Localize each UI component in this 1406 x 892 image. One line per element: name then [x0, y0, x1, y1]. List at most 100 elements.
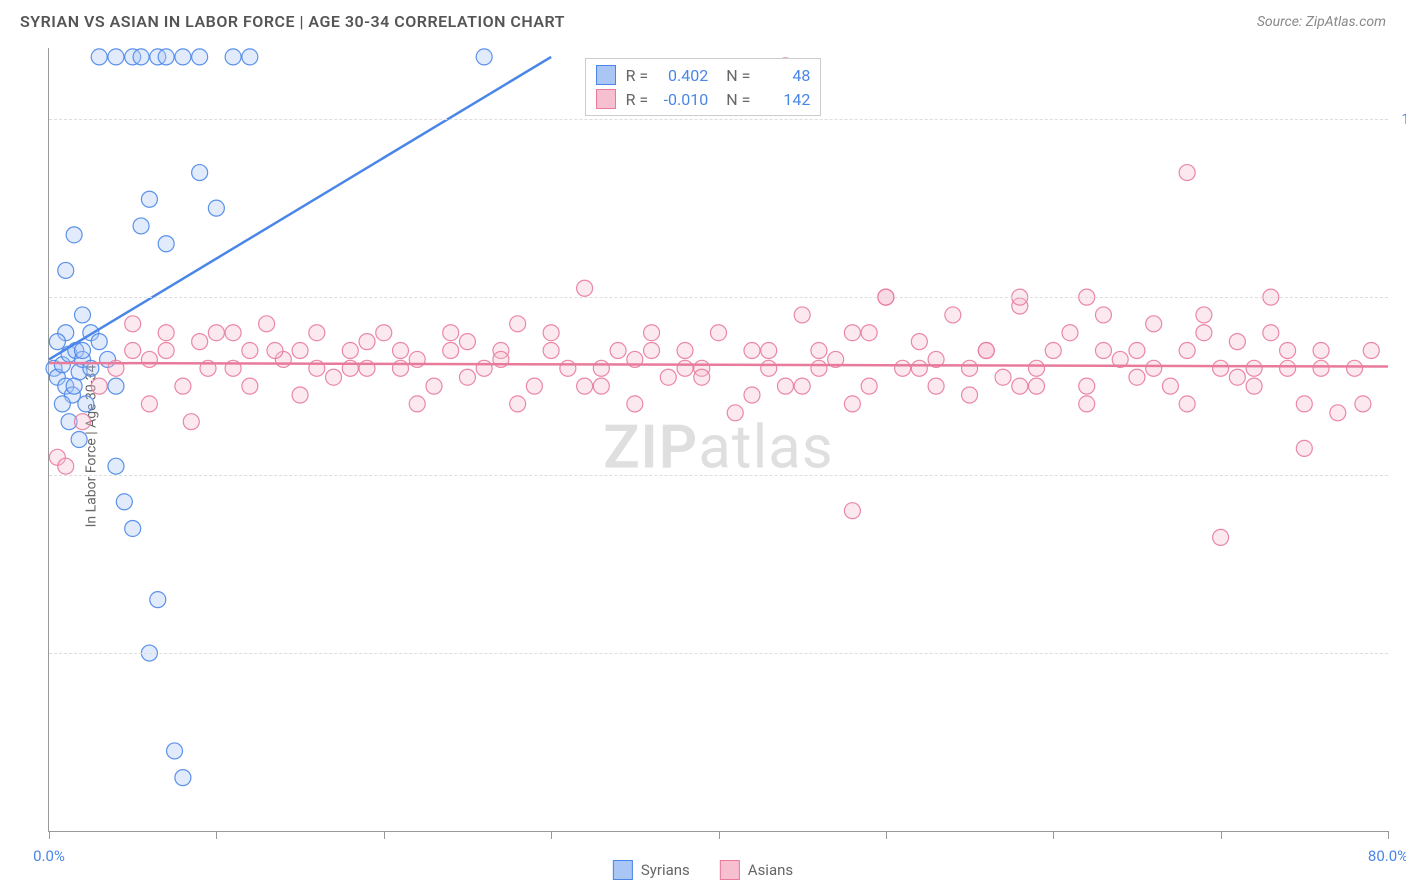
scatter-point	[141, 396, 157, 412]
x-tick	[886, 831, 887, 839]
scatter-point	[610, 343, 626, 359]
scatter-point	[844, 396, 860, 412]
scatter-point	[1079, 378, 1095, 394]
scatter-point	[526, 378, 542, 394]
scatter-point	[1129, 343, 1145, 359]
scatter-point	[54, 396, 70, 412]
scatter-point	[1146, 360, 1162, 376]
x-tick	[49, 831, 50, 839]
scatter-point	[1179, 165, 1195, 181]
scatter-point	[677, 343, 693, 359]
stats-R-label: R =	[626, 66, 649, 85]
legend-item: Syrians	[613, 860, 690, 880]
trend-line	[49, 363, 1388, 367]
scatter-point	[1129, 369, 1145, 385]
scatter-point	[1330, 405, 1346, 421]
scatter-point	[141, 351, 157, 367]
scatter-point	[125, 316, 141, 332]
scatter-point	[543, 343, 559, 359]
legend-label: Syrians	[641, 861, 690, 879]
scatter-point	[58, 458, 74, 474]
scatter-point	[125, 343, 141, 359]
scatter-point	[1045, 343, 1061, 359]
x-tick	[719, 831, 720, 839]
scatter-point	[192, 334, 208, 350]
stats-row: R =-0.010N =142	[596, 89, 811, 109]
scatter-point	[510, 316, 526, 332]
gridline	[49, 119, 1388, 120]
scatter-point	[158, 236, 174, 252]
scatter-point	[141, 191, 157, 207]
scatter-point	[242, 378, 258, 394]
scatter-point	[761, 360, 777, 376]
scatter-point	[577, 280, 593, 296]
scatter-point	[1229, 369, 1245, 385]
scatter-point	[108, 49, 124, 65]
stats-swatch	[596, 65, 616, 85]
scatter-point	[928, 378, 944, 394]
scatter-point	[1196, 307, 1212, 323]
x-tick	[551, 831, 552, 839]
scatter-point	[1246, 360, 1262, 376]
scatter-point	[1313, 343, 1329, 359]
scatter-point	[861, 378, 877, 394]
scatter-point	[1313, 360, 1329, 376]
scatter-point	[292, 387, 308, 403]
scatter-point	[409, 396, 425, 412]
scatter-point	[1029, 360, 1045, 376]
scatter-point	[811, 343, 827, 359]
scatter-point	[443, 343, 459, 359]
scatter-point	[627, 396, 643, 412]
y-tick-label: 100.0%	[1401, 110, 1406, 128]
scatter-point	[962, 387, 978, 403]
trend-line	[49, 57, 551, 360]
legend-swatch	[613, 860, 633, 880]
scatter-point	[259, 316, 275, 332]
stats-R-label: R =	[626, 90, 649, 109]
scatter-point	[476, 49, 492, 65]
scatter-point	[242, 49, 258, 65]
stats-N-value: 142	[760, 90, 810, 109]
scatter-point	[911, 360, 927, 376]
x-tick	[1053, 831, 1054, 839]
scatter-point	[175, 49, 191, 65]
scatter-point	[1029, 378, 1045, 394]
scatter-point	[49, 334, 65, 350]
scatter-point	[225, 49, 241, 65]
scatter-point	[1146, 316, 1162, 332]
x-tick	[216, 831, 217, 839]
legend-item: Asians	[720, 860, 793, 880]
scatter-point	[443, 325, 459, 341]
scatter-point	[1213, 360, 1229, 376]
scatter-point	[175, 770, 191, 786]
scatter-point	[1079, 396, 1095, 412]
scatter-point	[267, 343, 283, 359]
chart-title: SYRIAN VS ASIAN IN LABOR FORCE | AGE 30-…	[20, 12, 565, 31]
scatter-point	[744, 343, 760, 359]
gridline	[49, 297, 1388, 298]
scatter-svg	[49, 48, 1388, 831]
scatter-point	[945, 307, 961, 323]
scatter-point	[242, 343, 258, 359]
x-tick-label: 0.0%	[33, 847, 65, 865]
scatter-point	[309, 325, 325, 341]
scatter-point	[1363, 343, 1379, 359]
stats-swatch	[596, 89, 616, 109]
scatter-point	[593, 378, 609, 394]
scatter-point	[777, 378, 793, 394]
legend-swatch	[720, 860, 740, 880]
scatter-point	[727, 405, 743, 421]
scatter-point	[359, 334, 375, 350]
stats-N-label: N =	[726, 66, 750, 85]
plot-area: ZIPatlas R =0.402N =48R =-0.010N =142 70…	[48, 48, 1388, 832]
scatter-point	[1062, 325, 1078, 341]
scatter-point	[660, 369, 676, 385]
x-tick	[384, 831, 385, 839]
scatter-point	[1162, 378, 1178, 394]
scatter-point	[150, 592, 166, 608]
scatter-point	[811, 360, 827, 376]
scatter-point	[761, 343, 777, 359]
scatter-point	[844, 325, 860, 341]
stats-N-label: N =	[726, 90, 750, 109]
scatter-point	[1280, 360, 1296, 376]
